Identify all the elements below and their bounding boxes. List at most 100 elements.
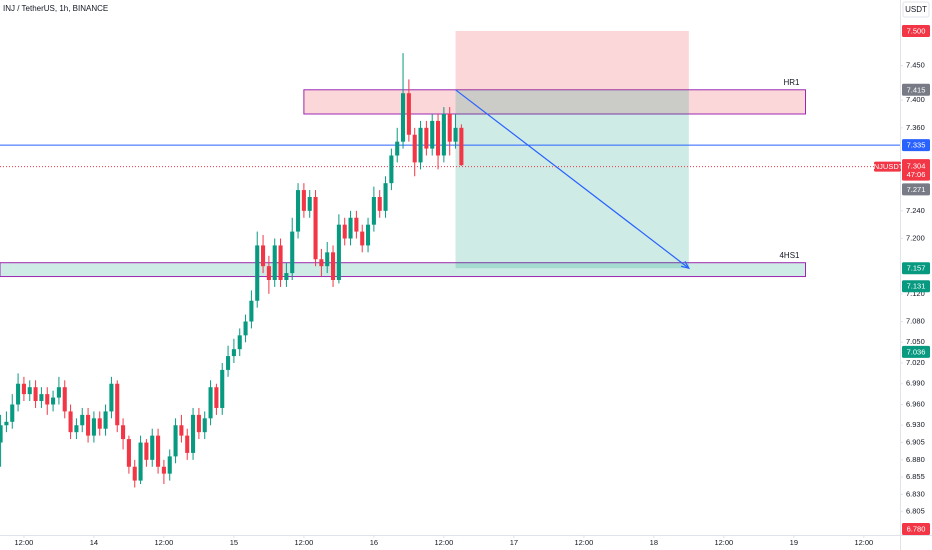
price-tag [902, 139, 930, 152]
price-tag [902, 523, 930, 535]
candle-body [430, 120, 435, 149]
current-price-label: 7.304 [907, 162, 926, 171]
symbol-tag [874, 161, 901, 172]
candle-body [126, 439, 131, 467]
candle-body [313, 197, 318, 260]
y-tick-label: 6.880 [906, 455, 925, 464]
candle-body [284, 273, 289, 280]
price-tag [902, 262, 930, 275]
candle-body [161, 466, 166, 474]
candle-body [278, 245, 283, 280]
candle-body [377, 197, 382, 211]
candle-body [389, 155, 394, 184]
candle-body [91, 418, 96, 436]
price-tag [902, 25, 930, 37]
candle-body [395, 141, 400, 156]
candle-body [103, 411, 108, 429]
price-tag [902, 183, 930, 196]
candle-body [138, 442, 143, 481]
x-tick-label: 16 [370, 538, 378, 547]
candle-body [115, 383, 120, 426]
candle-body [74, 425, 79, 433]
y-tick-label: 7.450 [906, 61, 925, 70]
candle-body [179, 425, 184, 436]
candle-body [226, 356, 231, 370]
candle-body [237, 335, 242, 350]
candle-body [156, 435, 161, 467]
candle-body [290, 231, 295, 274]
candle-body [360, 231, 365, 246]
candle-body [173, 425, 178, 457]
candle-body [371, 197, 376, 225]
y-tick-label: 7.400 [906, 95, 925, 104]
current-price-tag [902, 160, 930, 181]
y-tick-label: 7.120 [906, 289, 925, 298]
x-tick-label: 17 [510, 538, 518, 547]
candle-body [249, 300, 254, 322]
y-tick-label: 6.960 [906, 399, 925, 408]
x-tick-label: 12:00 [155, 538, 174, 547]
price-tag-label: 7.415 [907, 85, 926, 94]
candle-body [319, 259, 324, 267]
y-tick-label: 6.990 [906, 379, 925, 388]
y-tick-label: 6.830 [906, 489, 925, 498]
candle-body [331, 252, 336, 280]
countdown-label: 47:06 [907, 170, 926, 179]
candle-body [208, 387, 213, 419]
candle-body [97, 418, 102, 429]
candle-body [4, 421, 9, 426]
candle-body [10, 404, 15, 422]
price-tag-label: 7.131 [907, 282, 926, 291]
price-tag-label: 7.335 [907, 141, 926, 150]
y-tick-label: 6.930 [906, 420, 925, 429]
y-tick-label: 7.360 [906, 123, 925, 132]
candle-body [266, 266, 271, 280]
currency-button[interactable] [902, 1, 930, 18]
candle-body [51, 397, 56, 405]
candle-body [39, 394, 44, 402]
x-tick-label: 12:00 [294, 538, 313, 547]
candle-body [86, 414, 91, 436]
y-tick-label: 6.855 [906, 472, 925, 481]
candle-body [243, 321, 248, 336]
zone [303, 89, 807, 115]
candle-body [27, 387, 32, 395]
candle-body [191, 414, 196, 453]
candle-body [301, 190, 306, 211]
zone [0, 262, 807, 278]
candle-body [296, 190, 301, 232]
candle-body [307, 197, 312, 211]
candle-body [220, 369, 225, 408]
candle-body [231, 349, 236, 357]
x-tick-label: 15 [230, 538, 238, 547]
price-tag-label: 7.500 [907, 26, 926, 35]
y-tick-label: 6.905 [906, 438, 925, 447]
candle-body [185, 435, 190, 453]
candle-body [424, 127, 429, 149]
candle-body [406, 93, 411, 135]
x-tick-label: 12:00 [434, 538, 453, 547]
y-tick-label: 6.805 [906, 507, 925, 516]
candle-body [441, 114, 446, 156]
candle-body [16, 383, 21, 405]
y-tick-label: 7.080 [906, 316, 925, 325]
x-tick-label: 12:00 [574, 538, 593, 547]
currency-label[interactable]: USDT [905, 5, 927, 14]
candle-body [68, 411, 73, 433]
candle-body [167, 456, 172, 474]
x-tick-label: 12:00 [854, 538, 873, 547]
price-tag [902, 345, 930, 358]
candle-body [348, 217, 353, 239]
candle-body [202, 418, 207, 433]
candle-body [342, 224, 347, 239]
y-tick-label: 7.050 [906, 337, 925, 346]
x-tick-label: 14 [90, 538, 98, 547]
candle-body [214, 387, 219, 408]
candle-body [366, 224, 371, 246]
arrow-head [680, 260, 691, 270]
plot-layer: HR1 4HS1 [0, 31, 900, 488]
position-arrow [455, 89, 690, 269]
x-tick-label: 12:00 [714, 538, 733, 547]
